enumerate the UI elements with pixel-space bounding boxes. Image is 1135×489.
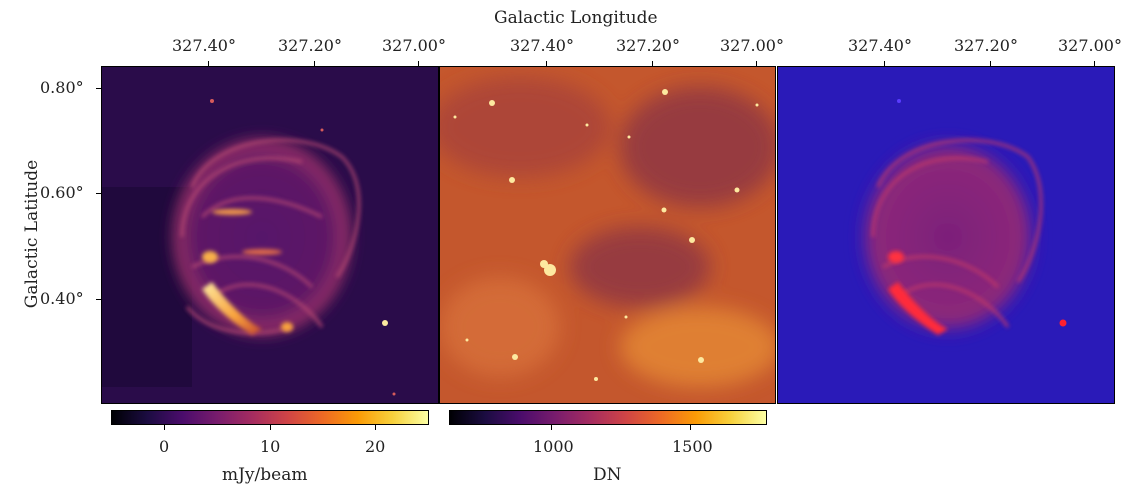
y-tick-label: 0.60° [40,183,84,202]
colorbar-tick-label: 1000 [533,437,574,456]
x-axis-title: Galactic Longitude [494,8,658,28]
x-tick-label: 327.20° [616,36,680,55]
infrared-image [440,67,775,403]
x-tick-label: 327.00° [720,36,784,55]
x-tick-label: 327.00° [1058,36,1122,55]
infrared-colorbar [449,410,767,425]
radio-colorbar [111,410,429,425]
colorbar-tick-label: 1500 [672,437,713,456]
colorbar-tick-label: 0 [159,437,170,456]
composite-image [778,67,1114,403]
x-tick-label: 327.40° [510,36,574,55]
radio-image-panel [101,66,439,404]
x-tick-label: 327.40° [848,36,912,55]
radio-colorbar-unit: mJy/beam [222,465,308,485]
radio-image [102,67,438,403]
infrared-image-panel [439,66,776,404]
x-tick-label: 327.20° [278,36,342,55]
y-axis-title: Galactic Latitude [22,159,42,309]
x-tick-label: 327.40° [172,36,236,55]
y-tick-label: 0.40° [40,289,84,308]
infrared-colorbar-unit: DN [593,465,622,485]
x-tick-label: 327.00° [382,36,446,55]
y-tick-label: 0.80° [40,78,84,97]
x-tick-label: 327.20° [954,36,1018,55]
composite-image-panel [777,66,1115,404]
colorbar-tick-label: 20 [365,437,386,456]
colorbar-tick-label: 10 [260,437,281,456]
